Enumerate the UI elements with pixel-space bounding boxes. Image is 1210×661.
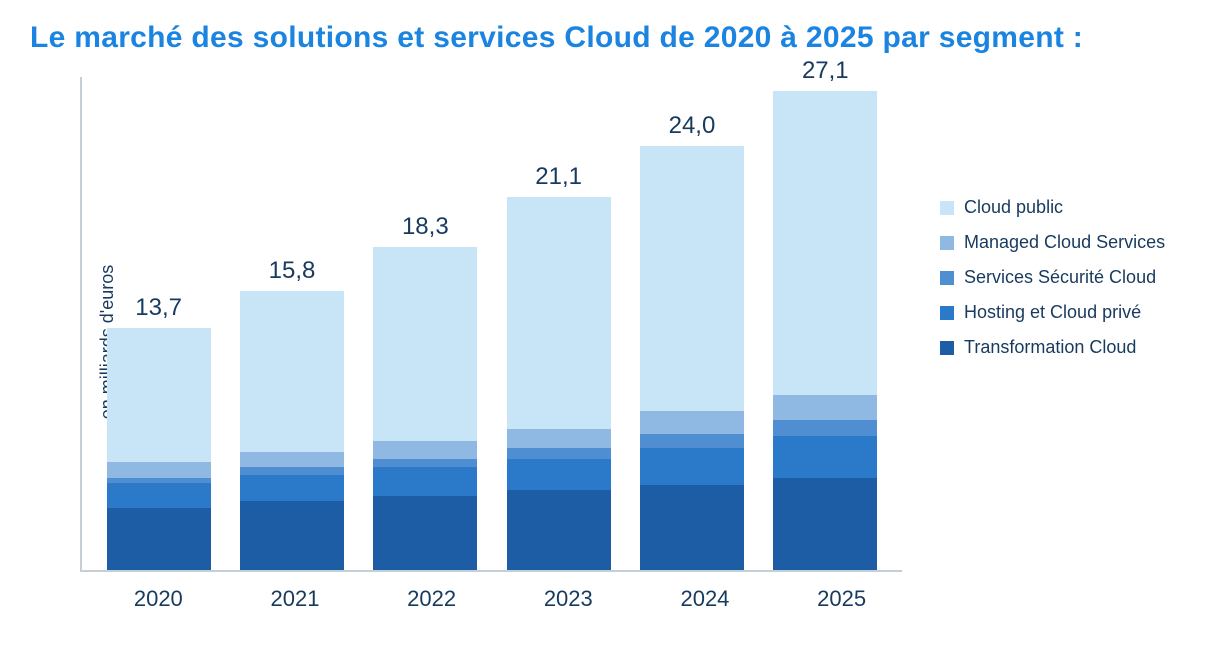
segment-hosting_cloud_prive bbox=[507, 459, 611, 491]
segment-hosting_cloud_prive bbox=[240, 475, 344, 502]
legend: Cloud public Managed Cloud Services Servic… bbox=[940, 197, 1165, 358]
segment-services_securite_cloud bbox=[373, 459, 477, 468]
chart-area: en milliards d'euros 13,715,818,321,124,… bbox=[30, 77, 1180, 607]
bar-stack bbox=[507, 197, 611, 570]
legend-label: Hosting et Cloud privé bbox=[964, 302, 1141, 323]
segment-managed_cloud_services bbox=[773, 395, 877, 420]
x-axis-label: 2022 bbox=[380, 586, 484, 612]
legend-swatch bbox=[940, 306, 954, 320]
segment-transformation_cloud bbox=[640, 485, 744, 570]
bar-stack bbox=[107, 328, 211, 570]
segment-cloud_public bbox=[640, 146, 744, 411]
segment-cloud_public bbox=[373, 247, 477, 441]
chart-container: Le marché des solutions et services Clou… bbox=[0, 0, 1210, 661]
segment-cloud_public bbox=[107, 328, 211, 462]
bar-total-label: 18,3 bbox=[402, 213, 449, 241]
segment-transformation_cloud bbox=[373, 496, 477, 570]
segment-hosting_cloud_prive bbox=[373, 467, 477, 495]
segment-cloud_public bbox=[507, 197, 611, 429]
bar-total-label: 27,1 bbox=[802, 57, 849, 85]
bar-total-label: 21,1 bbox=[535, 163, 582, 191]
legend-label: Cloud public bbox=[964, 197, 1063, 218]
bar-total-label: 24,0 bbox=[669, 112, 716, 140]
bar-total-label: 15,8 bbox=[269, 257, 316, 285]
x-axis-label: 2021 bbox=[243, 586, 347, 612]
segment-managed_cloud_services bbox=[507, 429, 611, 448]
segment-hosting_cloud_prive bbox=[640, 448, 744, 485]
bar-stack bbox=[773, 91, 877, 570]
bar-group: 13,7 bbox=[107, 77, 211, 570]
segment-transformation_cloud bbox=[240, 501, 344, 570]
x-axis-label: 2023 bbox=[516, 586, 620, 612]
segment-managed_cloud_services bbox=[240, 452, 344, 468]
segment-services_securite_cloud bbox=[507, 448, 611, 459]
x-axis-label: 2025 bbox=[790, 586, 894, 612]
bar-group: 27,1 bbox=[773, 77, 877, 570]
segment-services_securite_cloud bbox=[240, 467, 344, 474]
segment-hosting_cloud_prive bbox=[773, 436, 877, 478]
segment-cloud_public bbox=[773, 91, 877, 395]
legend-label: Services Sécurité Cloud bbox=[964, 267, 1156, 288]
bar-stack bbox=[640, 146, 744, 570]
segment-transformation_cloud bbox=[773, 478, 877, 570]
x-axis-label: 2020 bbox=[106, 586, 210, 612]
bar-group: 24,0 bbox=[640, 77, 744, 570]
bar-group: 21,1 bbox=[507, 77, 611, 570]
legend-label: Managed Cloud Services bbox=[964, 232, 1165, 253]
chart-title: Le marché des solutions et services Clou… bbox=[30, 18, 1180, 57]
legend-swatch bbox=[940, 271, 954, 285]
bars-wrapper: 13,7 15,8 18,3 21,1 24,0 27,1 bbox=[82, 77, 902, 570]
bar-group: 18,3 bbox=[373, 77, 477, 570]
legend-swatch bbox=[940, 201, 954, 215]
legend-label: Transformation Cloud bbox=[964, 337, 1136, 358]
legend-item: Cloud public bbox=[940, 197, 1165, 218]
segment-services_securite_cloud bbox=[773, 420, 877, 436]
segment-transformation_cloud bbox=[507, 490, 611, 570]
segment-services_securite_cloud bbox=[640, 434, 744, 448]
segment-managed_cloud_services bbox=[373, 441, 477, 459]
segment-managed_cloud_services bbox=[107, 462, 211, 478]
segment-managed_cloud_services bbox=[640, 411, 744, 434]
legend-item: Services Sécurité Cloud bbox=[940, 267, 1165, 288]
legend-item: Transformation Cloud bbox=[940, 337, 1165, 358]
legend-item: Managed Cloud Services bbox=[940, 232, 1165, 253]
bar-stack bbox=[240, 291, 344, 570]
bar-stack bbox=[373, 247, 477, 570]
x-axis-label: 2024 bbox=[653, 586, 757, 612]
segment-transformation_cloud bbox=[107, 508, 211, 570]
bar-group: 15,8 bbox=[240, 77, 344, 570]
segment-cloud_public bbox=[240, 291, 344, 452]
legend-swatch bbox=[940, 236, 954, 250]
bar-total-label: 13,7 bbox=[135, 294, 182, 322]
legend-swatch bbox=[940, 341, 954, 355]
plot: 13,7 15,8 18,3 21,1 24,0 27,1 bbox=[80, 77, 902, 572]
x-axis-labels: 2020 2021 2022 2023 2024 2025 bbox=[80, 586, 920, 612]
segment-hosting_cloud_prive bbox=[107, 483, 211, 508]
legend-item: Hosting et Cloud privé bbox=[940, 302, 1165, 323]
